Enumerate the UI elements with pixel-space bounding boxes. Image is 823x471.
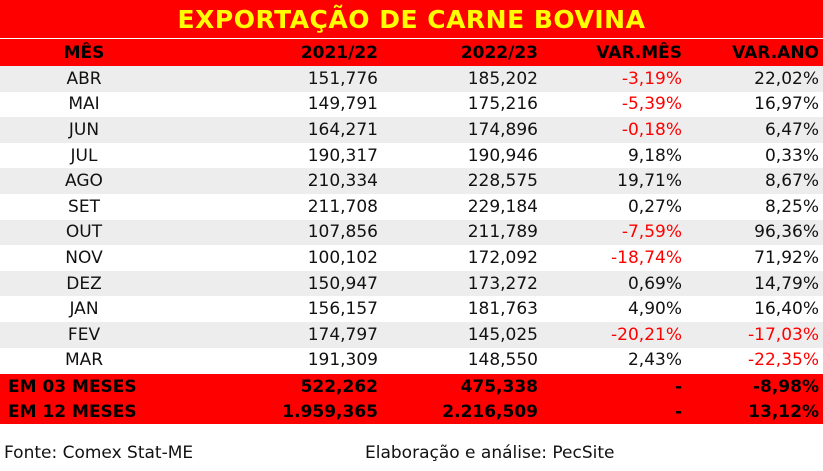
value-2022-23-cell: 175,216 xyxy=(467,94,538,115)
header-2021-22: 2021/22 xyxy=(300,42,378,63)
var-mes-cell: -7,59% xyxy=(621,222,682,243)
month-cell: AGO xyxy=(65,171,103,192)
var-ano-cell: 8,25% xyxy=(764,196,819,217)
month-cell: SET xyxy=(68,196,100,217)
table-row: FEV 174,797 145,025 -20,21% -17,03% xyxy=(0,321,823,348)
value-2022-23-cell: 2.216,509 xyxy=(442,401,538,422)
value-2021-22-cell: 190,317 xyxy=(307,145,378,166)
month-cell: EM 12 MESES xyxy=(8,401,137,422)
value-2022-23-cell: 181,763 xyxy=(467,299,538,320)
summary-rows: EM 03 MESES 522,262 475,338- -8,98% EM 12 ME… xyxy=(0,374,823,425)
var-ano-cell: 8,67% xyxy=(764,171,819,192)
value-2021-22-cell: 100,102 xyxy=(307,247,378,268)
table-row: JAN 156,157 181,763 4,90% 16,40% xyxy=(0,296,823,322)
value-2022-23-cell: 190,946 xyxy=(467,145,538,166)
var-ano-cell: 0,33% xyxy=(764,145,819,166)
value-2021-22-cell: 150,947 xyxy=(307,273,378,294)
value-2021-22-cell: 174,797 xyxy=(307,324,378,345)
value-2021-22-cell: 107,856 xyxy=(307,222,378,243)
value-2021-22-cell: 156,157 xyxy=(307,299,378,320)
month-cell: JUN xyxy=(68,119,100,140)
value-2022-23-cell: 229,184 xyxy=(467,196,538,217)
table-row: MAI 149,791 175,216 -5,39% 16,97% xyxy=(0,91,823,118)
var-ano-cell: 6,47% xyxy=(764,119,819,140)
header-2022-23: 2022/23 xyxy=(460,42,538,63)
title-bar: EXPORTAÇÃO DE CARNE BOVINA xyxy=(0,0,823,38)
var-mes-cell: 0,69% xyxy=(627,273,682,294)
var-mes-cell: 4,90% xyxy=(627,299,682,320)
var-ano-cell: 96,36% xyxy=(754,222,819,243)
month-cell: MAI xyxy=(68,94,100,115)
var-ano-cell: 13,12% xyxy=(748,401,819,422)
value-2022-23-cell: 228,575 xyxy=(467,171,538,192)
var-mes-cell: 19,71% xyxy=(617,171,682,192)
table-row: JUL 190,317 190,946 9,18% 0,33% xyxy=(0,142,823,169)
summary-row: EM 03 MESES 522,262 475,338 - -8,98% xyxy=(0,374,823,400)
value-2021-22-cell: 522,262 xyxy=(300,376,378,397)
value-2021-22-cell: 149,791 xyxy=(307,94,378,115)
var-mes-cell: -5,39% xyxy=(621,94,682,115)
header-var-ano: VAR.ANO xyxy=(732,42,819,63)
var-mes-cell: -18,74% xyxy=(611,247,682,268)
table-row: SET 211,708 229,184 0,27% 8,25% xyxy=(0,193,823,220)
value-2021-22-cell: 211,708 xyxy=(307,196,378,217)
value-2022-23-cell: 211,789 xyxy=(467,222,538,243)
value-2022-23-cell: 185,202 xyxy=(467,68,538,89)
var-mes-cell: - xyxy=(674,376,682,397)
var-ano-cell: 22,02% xyxy=(754,68,819,89)
var-mes-cell: -3,19% xyxy=(621,68,682,89)
var-ano-cell: 71,92% xyxy=(754,247,819,268)
source-note: Fonte: Comex Stat-ME xyxy=(4,443,194,463)
table-body: ABR 151,776 185,202 -3,19% 22,02% MAI 149,791 1… xyxy=(0,66,823,374)
var-ano-cell: -17,03% xyxy=(748,324,819,345)
value-2022-23-cell: 148,550 xyxy=(467,350,538,371)
value-2022-23-cell: 172,092 xyxy=(467,247,538,268)
var-mes-cell: 9,18% xyxy=(627,145,682,166)
table-row: AGO 210,334 228,575 19,71% 8,67% xyxy=(0,168,823,194)
month-cell: JUL xyxy=(70,145,98,166)
var-mes-cell: 0,27% xyxy=(627,196,682,217)
var-mes-cell: -20,21% xyxy=(611,324,682,345)
table-title: EXPORTAÇÃO DE CARNE BOVINA xyxy=(177,4,646,34)
table-row: DEZ 150,947 173,272 0,69% 14,79% xyxy=(0,270,823,297)
table-row: NOV 100,102 172,092 -18,74% 71,92% xyxy=(0,245,823,271)
summary-row: EM 12 MESES 1.959,365 2.216,509 - 13,12% xyxy=(0,399,823,425)
var-ano-cell: -8,98% xyxy=(752,376,819,397)
month-cell: EM 03 MESES xyxy=(8,376,137,397)
value-2021-22-cell: 151,776 xyxy=(307,68,378,89)
var-ano-cell: -22,35% xyxy=(748,350,819,371)
var-ano-cell: 14,79% xyxy=(754,273,819,294)
month-cell: JAN xyxy=(69,299,99,320)
value-2021-22-cell: 164,271 xyxy=(307,119,378,140)
table-row: OUT 107,856 211,789 -7,59% 96,36% xyxy=(0,219,823,246)
month-cell: NOV xyxy=(65,247,103,268)
header-row: MÊS 2021/22 2022/23 VAR.MÊS VAR.ANO xyxy=(0,39,823,66)
month-cell: DEZ xyxy=(66,273,102,294)
var-ano-cell: 16,40% xyxy=(754,299,819,320)
table-row: JUN 164,271 174,896 -0,18% 6,47% xyxy=(0,117,823,143)
var-ano-cell: 16,97% xyxy=(754,94,819,115)
header-month: MÊS xyxy=(63,42,105,63)
value-2022-23-cell: 145,025 xyxy=(467,324,538,345)
var-mes-cell: -0,18% xyxy=(621,119,682,140)
month-cell: OUT xyxy=(65,222,103,243)
footer: Fonte: Comex Stat-ME Elaboração e anális… xyxy=(0,441,823,471)
var-mes-cell: - xyxy=(674,401,682,422)
data-table: MÊS 2021/22 2022/23 VAR.MÊS VAR.ANO ABR 1… xyxy=(0,39,823,425)
var-mes-cell: 2,43% xyxy=(627,350,682,371)
month-cell: ABR xyxy=(66,68,102,89)
value-2021-22-cell: 210,334 xyxy=(307,171,378,192)
value-2021-22-cell: 1.959,365 xyxy=(282,401,378,422)
table-row: ABR 151,776 185,202 -3,19% 22,02% xyxy=(0,66,823,92)
table-row: MAR 191,309 148,550 2,43% -22,35% xyxy=(0,347,823,374)
month-cell: FEV xyxy=(67,324,101,345)
value-2022-23-cell: 173,272 xyxy=(467,273,538,294)
value-2022-23-cell: 174,896 xyxy=(467,119,538,140)
month-cell: MAR xyxy=(64,350,104,371)
value-2022-23-cell: 475,338 xyxy=(460,376,538,397)
credit-note: Elaboração e análise: PecSite xyxy=(365,443,615,463)
value-2021-22-cell: 191,309 xyxy=(307,350,378,371)
header-var-mes: VAR.MÊS xyxy=(596,42,682,63)
